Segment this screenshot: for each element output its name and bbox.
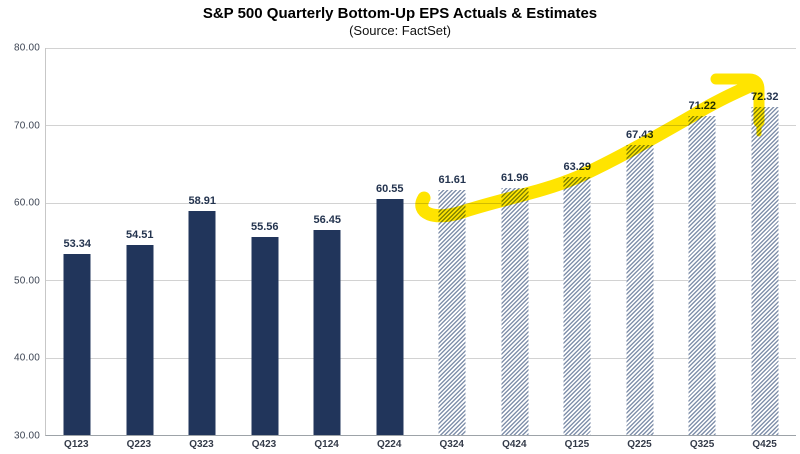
bar-Q125: [563, 177, 591, 435]
gridline: [46, 48, 796, 49]
bar-value-label: 67.43: [625, 129, 654, 142]
bar-slot-Q123: 53.34: [46, 48, 109, 435]
y-tick-label: 60.00: [13, 197, 40, 209]
y-tick-label: 80.00: [13, 42, 40, 54]
bar-value-label: 54.51: [125, 229, 154, 242]
bar-Q224: [376, 198, 404, 435]
bar-slot-Q324: 61.61: [421, 48, 484, 435]
bar-value-label: 72.32: [750, 91, 779, 104]
x-tick-label: Q425: [752, 439, 777, 450]
x-tick-label: Q324: [439, 439, 464, 450]
bar-slot-Q424: 61.96: [484, 48, 547, 435]
bar-Q223: [126, 245, 154, 435]
y-tick-label: 40.00: [13, 352, 40, 364]
y-tick-label: 50.00: [13, 275, 40, 287]
x-tick-label: Q325: [689, 439, 715, 450]
bar-slot-Q423: 55.56: [234, 48, 297, 435]
gridline: [46, 280, 796, 282]
bar-value-label: 56.45: [313, 214, 342, 227]
bar-value-label: 61.61: [438, 174, 467, 187]
bar-slot-Q425: 72.32: [734, 48, 797, 435]
bar-Q124: [313, 230, 341, 435]
bar-Q123: [63, 254, 91, 435]
bar-slot-Q125: 63.29: [546, 48, 609, 435]
bar-value-label: 63.29: [563, 161, 592, 174]
bar-Q425: [751, 107, 779, 435]
chart-subtitle: (Source: FactSet): [349, 23, 451, 38]
bar-slot-Q323: 58.91: [171, 48, 234, 435]
bar-value-label: 61.96: [500, 171, 529, 184]
bar-Q323: [188, 211, 216, 435]
x-tick-label: Q224: [376, 439, 402, 450]
y-tick-label: 70.00: [13, 120, 40, 132]
x-tick-label: Q225: [627, 439, 652, 450]
bar-value-label: 58.91: [188, 195, 217, 208]
x-axis-labels: Q123 Q223 Q323 Q423 Q124 Q224 Q324 Q424 Q125 Q225…: [45, 439, 796, 450]
gridline: [46, 357, 796, 359]
bar-Q423: [251, 237, 279, 435]
x-tick-label: Q125: [564, 439, 590, 450]
bar-value-label: 53.34: [63, 238, 92, 251]
bar-Q324: [438, 190, 466, 435]
bar-value-label: 55.56: [250, 221, 279, 234]
y-tick-label: 30.00: [13, 430, 40, 442]
chart-title: S&P 500 Quarterly Bottom-Up EPS Actuals …: [202, 5, 598, 22]
bar-series: 53.34 54.51 58.91 55.56 56.45 60.55 61.61 61.96…: [46, 48, 796, 435]
bar-slot-Q124: 56.45: [296, 48, 359, 435]
x-tick-label: Q123: [64, 439, 89, 450]
plot-area: 53.34 54.51 58.91 55.56 56.45 60.55 61.61 61.96…: [45, 48, 796, 436]
bar-Q424: [501, 187, 529, 435]
x-tick-label: Q323: [189, 439, 214, 450]
bar-Q225: [626, 145, 654, 435]
bar-slot-Q325: 71.22: [671, 48, 734, 435]
bar-value-label: 60.55: [375, 182, 404, 195]
bar-value-label: 71.22: [688, 99, 717, 112]
bar-slot-Q224: 60.55: [359, 48, 422, 435]
y-axis-labels: 80.00 70.00 60.00 50.00 40.00 30.00: [0, 43, 40, 442]
x-tick-label: Q223: [126, 439, 152, 450]
bar-Q325: [688, 115, 716, 435]
x-tick-label: Q124: [314, 439, 339, 450]
x-tick-label: Q424: [502, 439, 527, 450]
bar-slot-Q223: 54.51: [109, 48, 172, 435]
x-tick-label: Q423: [251, 439, 277, 450]
bar-slot-Q225: 67.43: [609, 48, 672, 435]
